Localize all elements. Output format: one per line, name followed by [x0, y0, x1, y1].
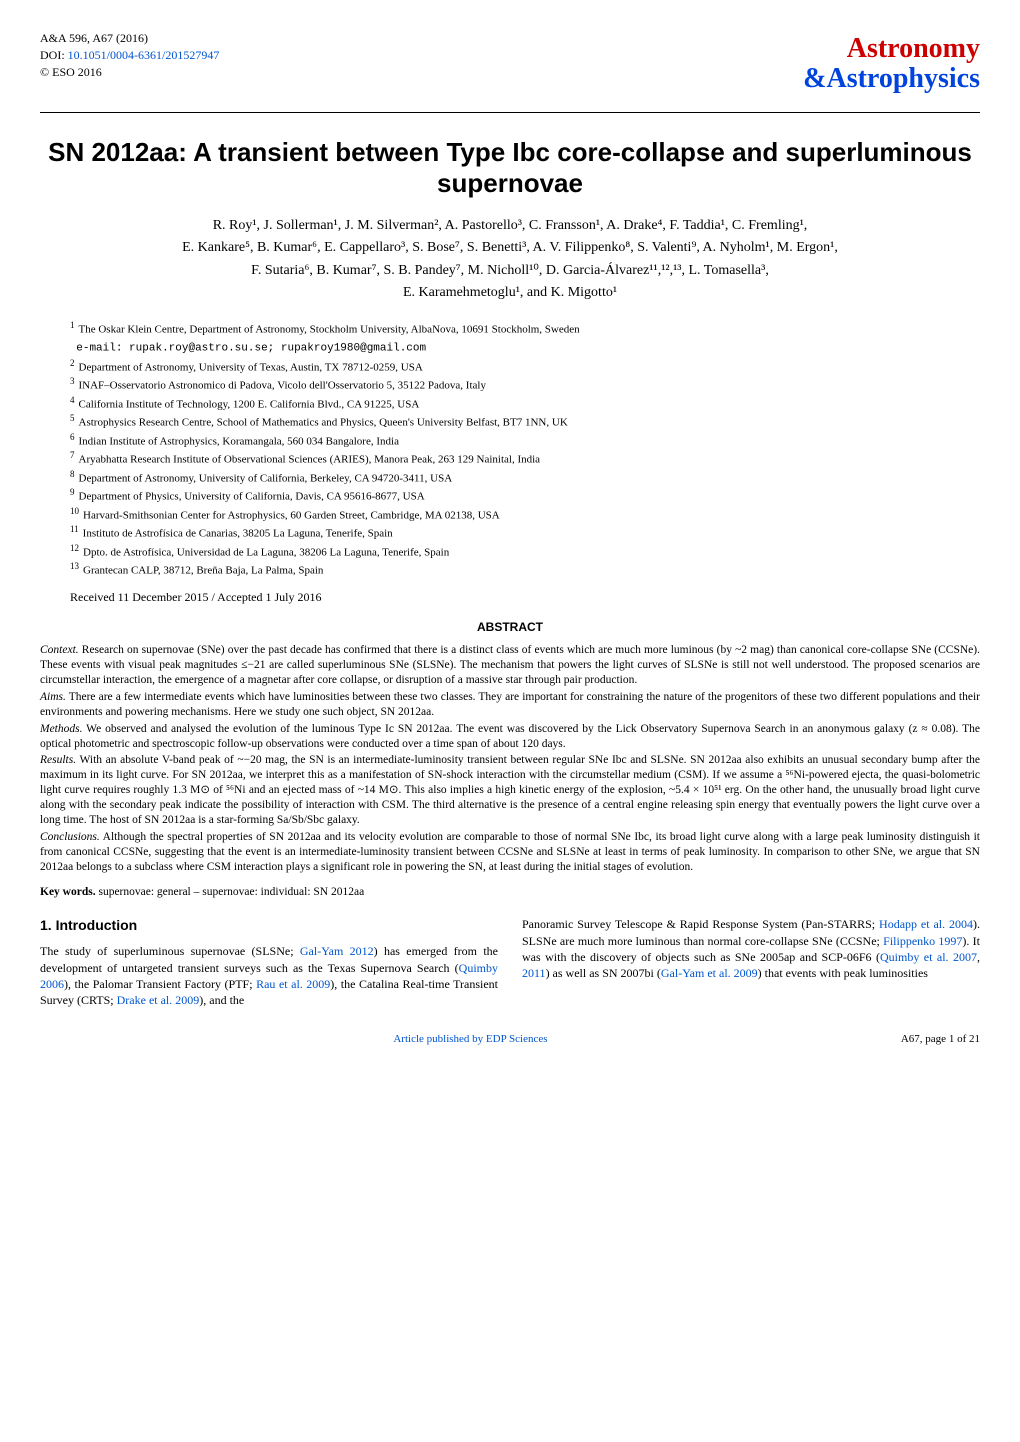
authors-line-4: E. Karamehmetoglu¹, and K. Migotto¹: [40, 282, 980, 304]
keywords-label: Key words.: [40, 886, 96, 898]
abstract-aims: Aims. There are a few intermediate event…: [40, 690, 980, 720]
keywords-line: Key words. supernovae: general – superno…: [40, 885, 980, 901]
authors-block: R. Roy¹, J. Sollerman¹, J. M. Silverman²…: [40, 215, 980, 305]
affiliation-13: 13Grantecan CALP, 38712, Breña Baja, La …: [70, 560, 980, 579]
paper-title: SN 2012aa: A transient between Type Ibc …: [40, 137, 980, 199]
authors-line-3: F. Sutaria⁶, B. Kumar⁷, S. B. Pandey⁷, M…: [40, 260, 980, 282]
intro-paragraph-right: Panoramic Survey Telescope & Rapid Respo…: [522, 916, 980, 981]
abstract-conclusions: Conclusions. Although the spectral prope…: [40, 830, 980, 875]
doi-line: DOI: 10.1051/0004-6361/201527947: [40, 47, 219, 64]
column-left: 1. Introduction The study of superlumino…: [40, 916, 498, 1008]
affiliation-10: 10Harvard-Smithsonian Center for Astroph…: [70, 505, 980, 524]
citation-link[interactable]: Rau et al. 2009: [256, 977, 330, 991]
citation-link[interactable]: Gal-Yam 2012: [300, 944, 374, 958]
affiliation-12: 12Dpto. de Astrofísica, Universidad de L…: [70, 542, 980, 561]
citation-link[interactable]: Filippenko 1997: [883, 934, 962, 948]
affiliation-7: 7Aryabhatta Research Institute of Observ…: [70, 449, 980, 468]
affiliation-3: 3INAF–Osservatorio Astronomico di Padova…: [70, 375, 980, 394]
affiliation-1: 1The Oskar Klein Centre, Department of A…: [70, 319, 980, 338]
copyright: © ESO 2016: [40, 64, 219, 81]
authors-line-2: E. Kankare⁵, B. Kumar⁶, E. Cappellaro³, …: [40, 237, 980, 259]
authors-line-1: R. Roy¹, J. Sollerman¹, J. M. Silverman²…: [40, 215, 980, 237]
journal-info: A&A 596, A67 (2016) DOI: 10.1051/0004-63…: [40, 30, 219, 80]
citation-link[interactable]: Gal-Yam et al. 2009: [661, 966, 758, 980]
abstract-results: Results. With an absolute V-band peak of…: [40, 753, 980, 828]
divider: [40, 112, 980, 113]
logo-astrophysics: Astrophysics: [826, 63, 980, 94]
received-accepted: Received 11 December 2015 / Accepted 1 J…: [70, 589, 980, 605]
affiliation-9: 9Department of Physics, University of Ca…: [70, 486, 980, 505]
citation-link[interactable]: 2011: [522, 966, 546, 980]
doi-link[interactable]: 10.1051/0004-6361/201527947: [68, 48, 220, 62]
body-columns: 1. Introduction The study of superlumino…: [40, 916, 980, 1008]
column-right: Panoramic Survey Telescope & Rapid Respo…: [522, 916, 980, 1008]
affiliation-8: 8Department of Astronomy, University of …: [70, 468, 980, 487]
affiliation-11: 11Instituto de Astrofísica de Canarias, …: [70, 523, 980, 542]
intro-paragraph-left: The study of superluminous supernovae (S…: [40, 943, 498, 1008]
affiliation-5: 5Astrophysics Research Centre, School of…: [70, 412, 980, 431]
affiliation-4: 4California Institute of Technology, 120…: [70, 394, 980, 413]
abstract-methods: Methods. We observed and analysed the ev…: [40, 722, 980, 752]
citation-link[interactable]: Quimby et al. 2007: [880, 950, 977, 964]
affiliation-email: e-mail: rupak.roy@astro.su.se; rupakroy1…: [70, 337, 980, 357]
citation-link[interactable]: Drake et al. 2009: [117, 993, 200, 1007]
footer-publisher-link[interactable]: Article published by EDP Sciences: [393, 1032, 547, 1047]
abstract-heading: ABSTRACT: [40, 619, 980, 635]
keywords-text: supernovae: general – supernovae: indivi…: [96, 886, 365, 898]
citation-link[interactable]: Hodapp et al. 2004: [879, 917, 973, 931]
journal-ref: A&A 596, A67 (2016): [40, 30, 219, 47]
header-row: A&A 596, A67 (2016) DOI: 10.1051/0004-63…: [40, 30, 980, 98]
footer: Article published by EDP Sciences A67, p…: [40, 1032, 980, 1047]
affiliation-6: 6Indian Institute of Astrophysics, Koram…: [70, 431, 980, 450]
doi-prefix: DOI:: [40, 48, 68, 62]
journal-logo: Astronomy &Astrophysics: [803, 30, 980, 98]
affiliation-2: 2Department of Astronomy, University of …: [70, 357, 980, 376]
intro-heading: 1. Introduction: [40, 916, 498, 935]
logo-ampersand: &: [803, 60, 826, 98]
abstract-context: Context. Research on supernovae (SNe) ov…: [40, 643, 980, 688]
abstract-block: Context. Research on supernovae (SNe) ov…: [40, 643, 980, 875]
affiliations-list: 1The Oskar Klein Centre, Department of A…: [70, 319, 980, 579]
footer-page-number: A67, page 1 of 21: [901, 1032, 980, 1047]
